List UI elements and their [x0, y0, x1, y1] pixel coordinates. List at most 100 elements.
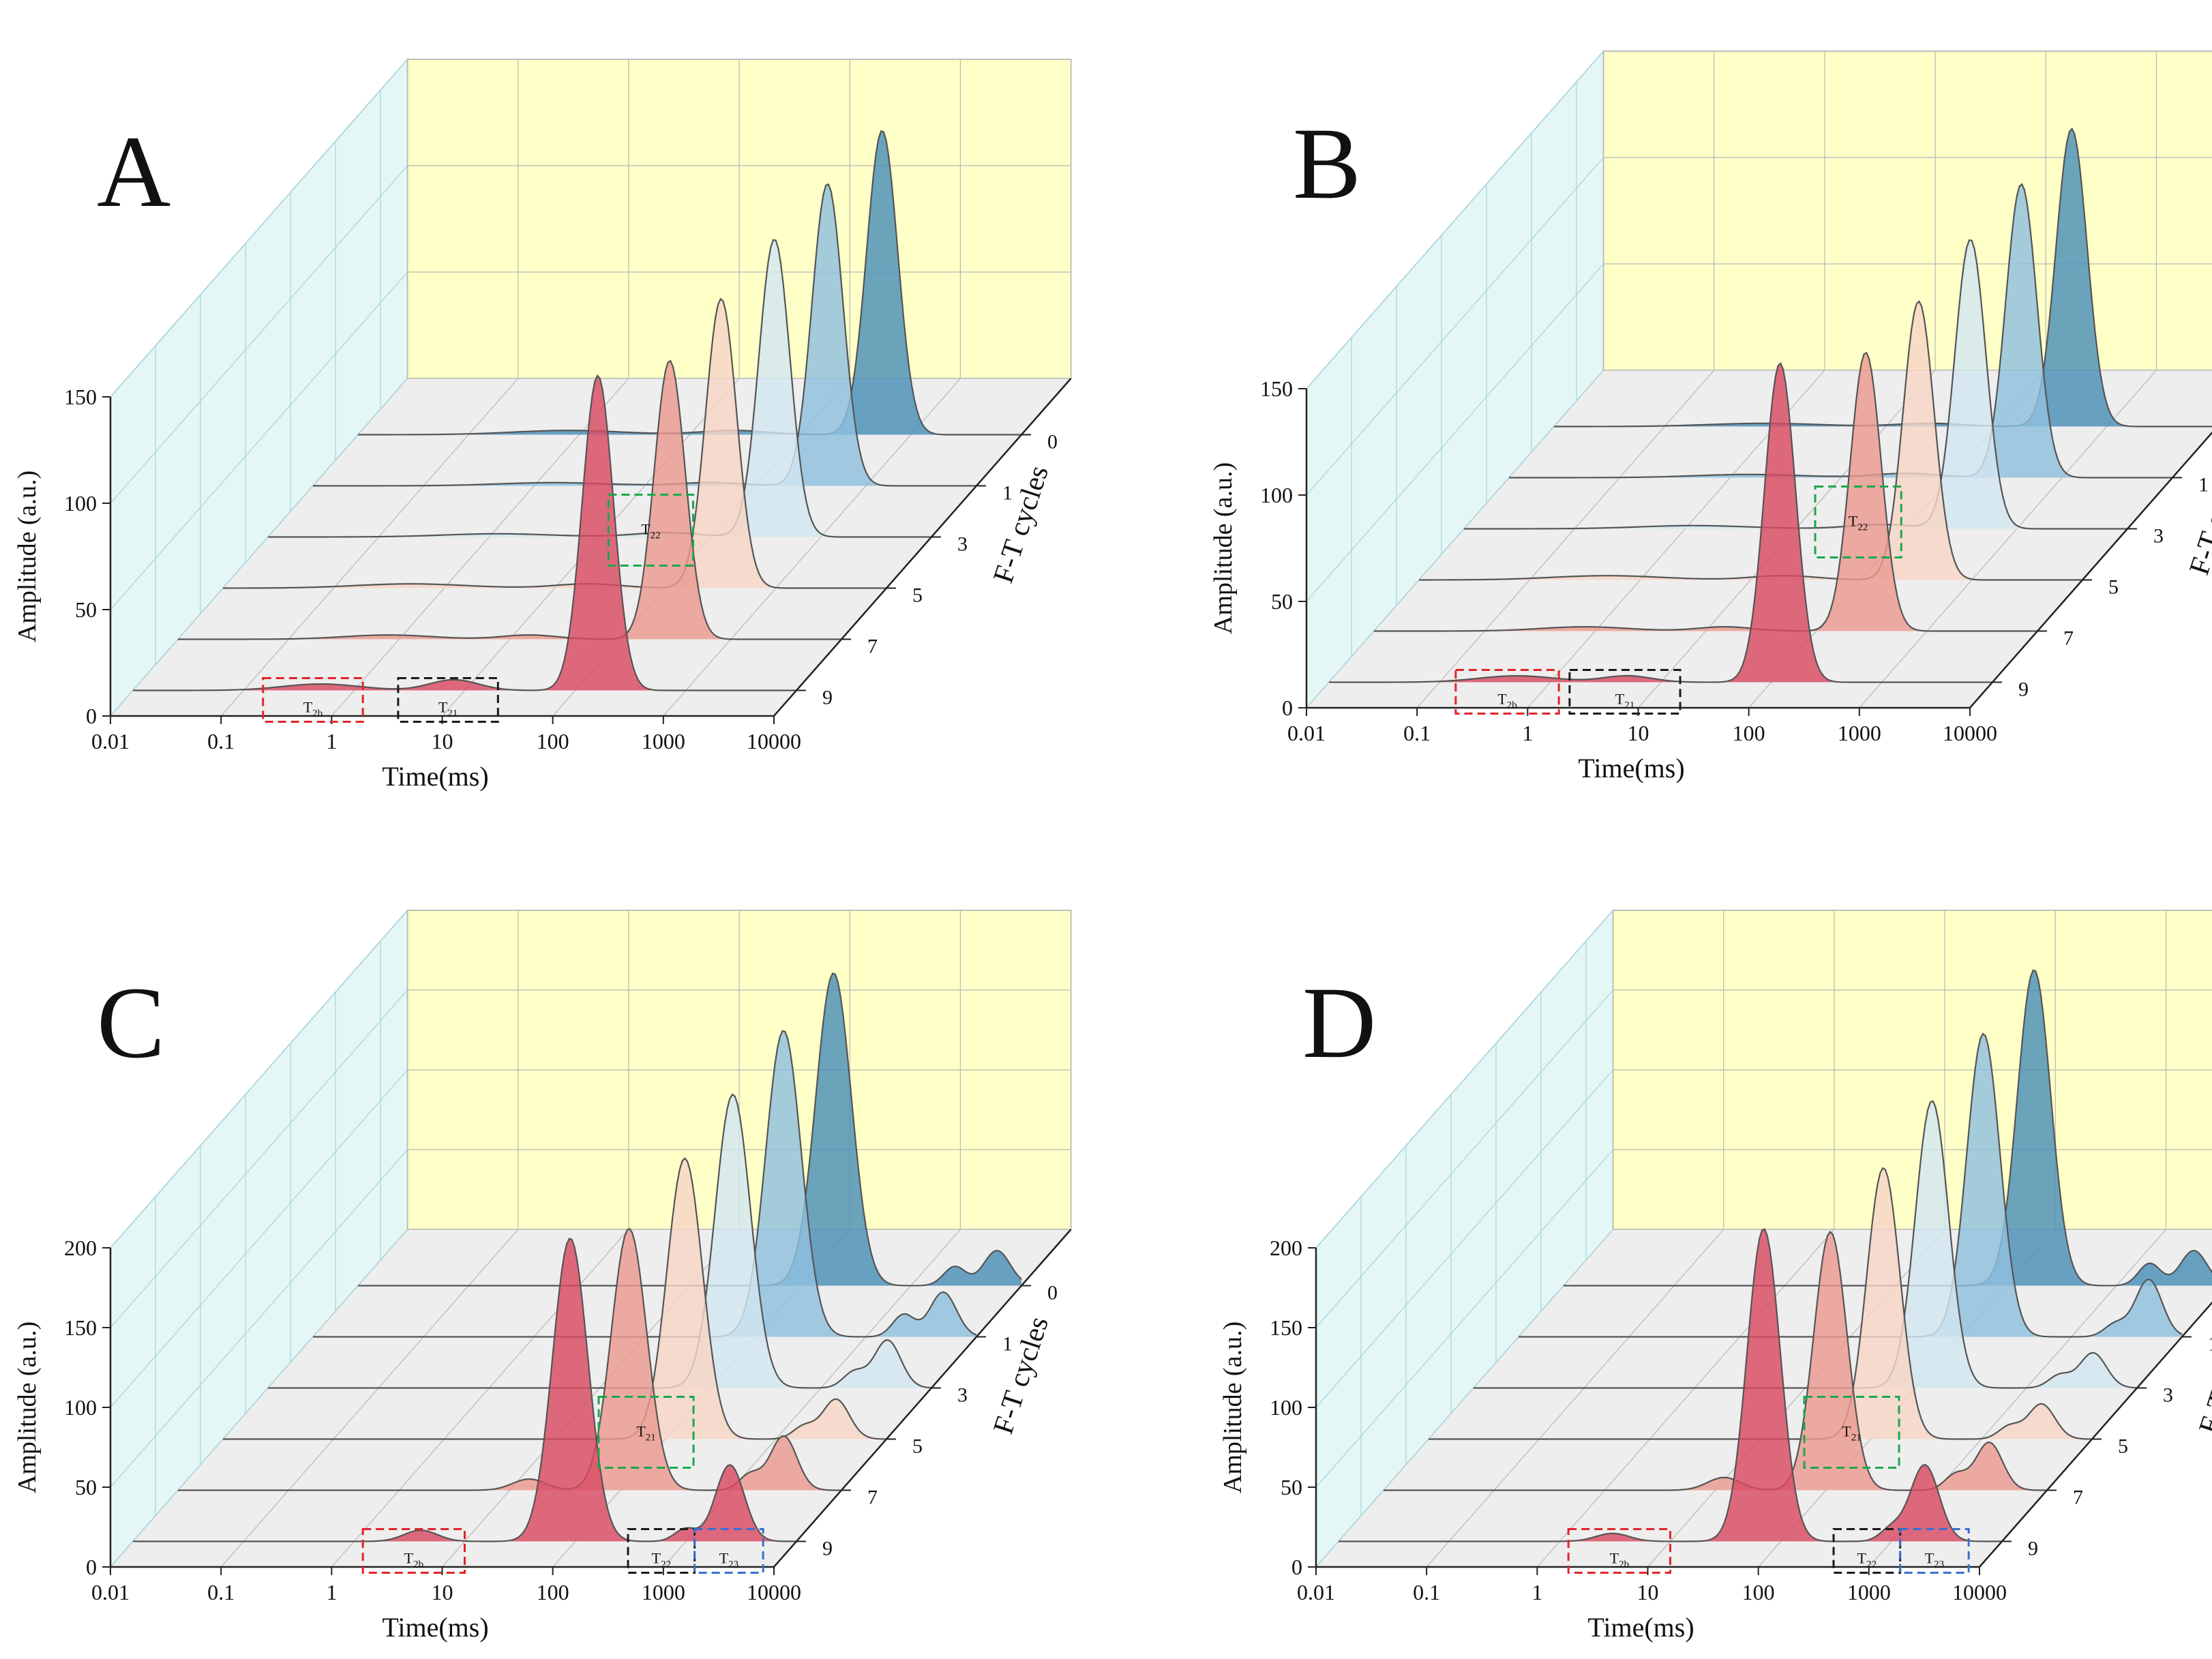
series-fill-0	[1554, 128, 2212, 427]
slice-tick-label: 7	[2073, 1486, 2083, 1509]
annotation-main: T	[719, 1550, 729, 1567]
annotation-rect	[1567, 1528, 1671, 1574]
slice-tick-label: 9	[2028, 1538, 2038, 1560]
annotation-main: T	[438, 699, 448, 716]
annotation-box-T22: T22	[1832, 1528, 1902, 1574]
series-line-0	[357, 130, 1021, 436]
annotation-box-T22: T22	[627, 1528, 696, 1574]
x-tick-label: 0.1	[207, 1580, 235, 1604]
series-slice-5	[1418, 300, 2082, 581]
x-tick-label: 1	[1522, 721, 1533, 745]
series-slice-9	[1328, 361, 1992, 683]
annotation-rect	[693, 1528, 764, 1574]
series-fill-0	[358, 131, 1021, 435]
x-tick-label: 100	[537, 729, 569, 753]
side-gridline	[110, 59, 408, 398]
y-tick-label: 0	[1282, 696, 1293, 720]
annotation-rect	[1454, 669, 1560, 715]
annotation-label: T2b	[404, 1550, 423, 1570]
x-axis-title: Time(ms)	[382, 1612, 488, 1643]
annotation-main: T	[1615, 691, 1625, 708]
annotation-label: T21	[636, 1423, 655, 1444]
series-line-9	[133, 1238, 797, 1542]
series-line-9	[1339, 1228, 2003, 1542]
annotation-rect	[361, 1528, 466, 1574]
x-tick-label: 1000	[1847, 1580, 1891, 1604]
annotation-label: T22	[1849, 513, 1868, 533]
y-tick-label: 150	[1270, 1315, 1302, 1340]
annotation-label: T22	[641, 521, 660, 541]
x-tick-label: 10	[432, 729, 453, 753]
x-tick-label: 0.1	[1403, 721, 1431, 745]
y-tick-label: 50	[1281, 1475, 1302, 1499]
series-line-9	[1328, 361, 1992, 683]
side-gridline	[110, 989, 408, 1328]
annotation-box-T23: T23	[1899, 1528, 1970, 1574]
x-axis-title: Time(ms)	[1578, 753, 1684, 783]
series-slice-9	[133, 1238, 797, 1542]
annotation-label: T2b	[303, 699, 323, 719]
annotation-box-T2b: T2b	[1567, 1528, 1671, 1574]
annotation-subscript: 2b	[1619, 1559, 1629, 1570]
annotation-main: T	[1842, 1423, 1851, 1440]
x-tick-label: 1	[326, 1580, 337, 1604]
series-slice-1	[1519, 1032, 2183, 1338]
slice-tick-label: 3	[957, 533, 968, 556]
slice-tick-label: 1	[1002, 1333, 1013, 1356]
series-fill-7	[178, 361, 841, 640]
x-tick-label: 100	[537, 1580, 569, 1604]
side-gridline	[1315, 989, 1614, 1328]
panel-a: 0 1 3 5 7 9 0.01 0.1 1 10 100 1000 10000 Time(ms) 0 50 1…	[13, 58, 1072, 792]
slice-tick-label: 9	[2018, 678, 2029, 701]
z-axis-line	[1969, 431, 2212, 708]
x-tick-label: 10000	[747, 1580, 801, 1604]
x-tick-label: 10000	[1943, 721, 1997, 745]
slice-tick-label: 1	[2198, 474, 2209, 496]
annotation-main: T	[1610, 1550, 1619, 1567]
slice-tick-label: 3	[2153, 525, 2164, 548]
annotation-subscript: 22	[651, 530, 661, 541]
annotation-rect	[1832, 1528, 1902, 1574]
slice-tick-label: 1	[1002, 482, 1013, 505]
series-line-1	[312, 183, 976, 487]
series-slice-7	[1373, 351, 2037, 632]
side-gridline	[110, 165, 408, 504]
annotation-rect	[1568, 669, 1682, 715]
slice-tick-label: 3	[957, 1384, 968, 1407]
series-slice-0	[1553, 127, 2212, 428]
y-tick-label: 0	[1291, 1555, 1302, 1579]
annotation-box-T23: T23	[693, 1528, 764, 1574]
y-tick-label: 50	[1271, 589, 1293, 614]
annotation-label: T22	[1857, 1550, 1877, 1570]
annotation-label: T22	[652, 1550, 671, 1570]
annotation-box-T21: T21	[397, 677, 499, 723]
annotation-subscript: 2b	[413, 1559, 423, 1570]
series-fill-9	[133, 1238, 796, 1542]
series-fill-3	[268, 239, 931, 537]
annotation-label: T23	[1925, 1550, 1944, 1570]
annotation-subscript: 22	[1857, 522, 1868, 533]
x-tick-label: 10000	[747, 729, 801, 753]
series-slice-9	[1339, 1228, 2003, 1542]
x-axis-title: Time(ms)	[1587, 1612, 1694, 1643]
y-axis-title: Amplitude (a.u.)	[13, 470, 42, 642]
y-tick-label: 100	[64, 491, 97, 515]
panel-label: C	[97, 966, 165, 1079]
z-axis-line	[1979, 1301, 2212, 1568]
y-tick-label: 200	[1270, 1236, 1302, 1260]
annotation-rect	[607, 494, 695, 567]
annotation-box-T21: T21	[1568, 669, 1682, 715]
y-tick-label: 150	[64, 385, 97, 409]
annotation-main: T	[1849, 513, 1858, 530]
series-line-7	[1373, 351, 2037, 632]
slice-tick-label: 9	[822, 1538, 833, 1560]
side-gridline	[1306, 50, 1604, 389]
side-gridline	[110, 271, 408, 610]
slice-tick-label: 9	[822, 687, 833, 709]
side-gridline	[1306, 263, 1604, 602]
series-fill-7	[178, 1228, 841, 1491]
series-line-5	[1418, 300, 2082, 581]
annotation-label: T21	[438, 699, 458, 719]
y-tick-label: 150	[1260, 376, 1293, 401]
series-fill-9	[1339, 1229, 2002, 1542]
